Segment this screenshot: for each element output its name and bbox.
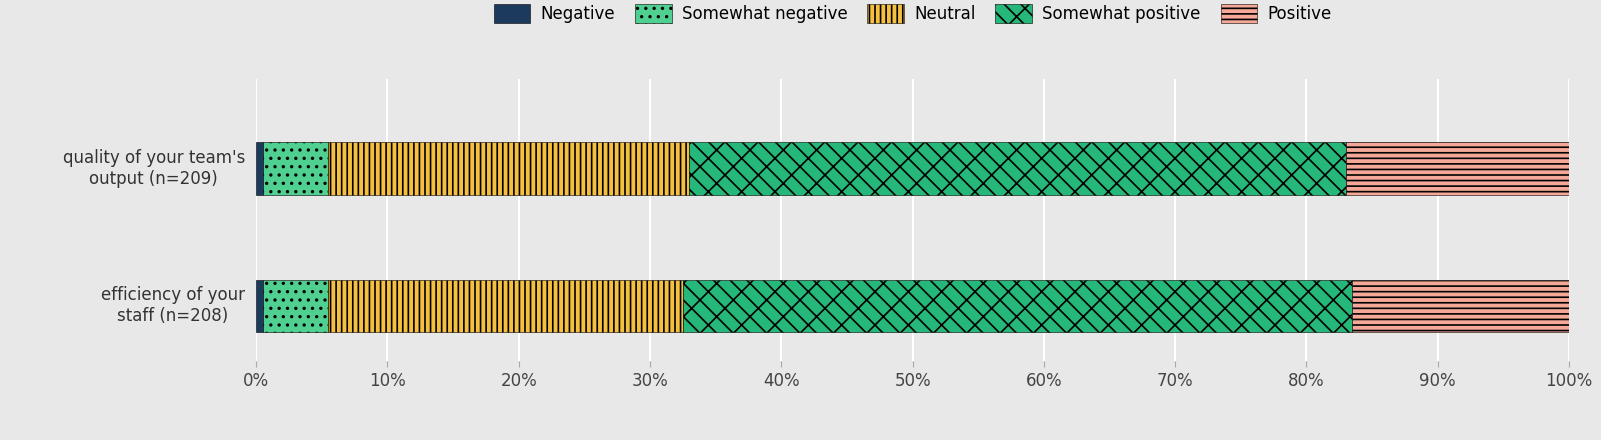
Bar (690, 143, 1346, 194)
Bar (328, 143, 690, 194)
Bar (684, 280, 1353, 332)
Bar (256, 280, 263, 332)
Bar (328, 280, 684, 332)
Bar (263, 280, 328, 332)
Bar (1353, 280, 1569, 332)
Bar (263, 143, 328, 194)
Bar (256, 143, 263, 194)
Legend: Negative, Somewhat negative, Neutral, Somewhat positive, Positive: Negative, Somewhat negative, Neutral, So… (487, 0, 1338, 30)
Bar (1346, 143, 1569, 194)
